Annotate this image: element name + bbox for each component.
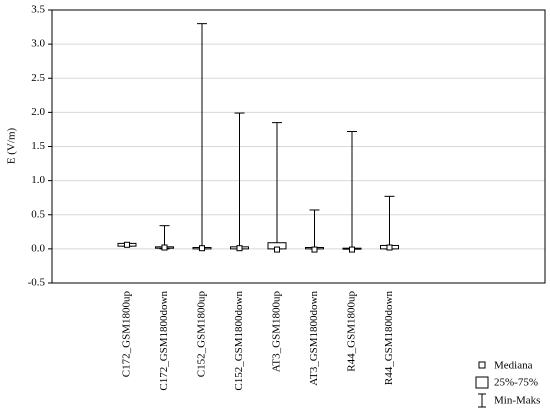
y-tick-label: 0.5 (31, 208, 45, 220)
legend-label: Mediana (494, 360, 533, 372)
x-tick-label: C172_GSM1800up (121, 291, 133, 378)
y-tick-label: 3.0 (31, 38, 45, 50)
x-tick-label: R44_GSM1800up (346, 291, 358, 372)
y-axis-label: E (V/m) (6, 127, 18, 164)
legend-median-icon (478, 361, 486, 369)
x-tick-label: AT3_GSM1800up (271, 291, 283, 373)
y-tick-label: 1.0 (31, 174, 45, 186)
x-tick-label: C172_GSM1800down (158, 291, 170, 391)
y-tick-label: 2.5 (31, 72, 45, 84)
y-tick-label: 0.0 (31, 242, 45, 254)
median-marker (161, 244, 168, 251)
median-marker (311, 246, 318, 253)
plot-frame (51, 9, 546, 284)
median-marker (386, 244, 393, 251)
median-marker (124, 241, 130, 248)
x-tick-label: R44_GSM1800down (383, 291, 395, 386)
legend-box-icon (475, 376, 489, 389)
median-marker (349, 246, 355, 253)
x-tick-label: C152_GSM1800up (196, 291, 208, 378)
y-tick-label: 2.0 (31, 106, 45, 118)
median-marker (274, 246, 280, 253)
y-tick-label: 1.5 (31, 140, 45, 152)
x-tick-label: AT3_GSM1800down (308, 291, 320, 386)
legend-label: Min-Maks (494, 395, 540, 407)
median-marker (236, 245, 243, 252)
y-tick-label: -0.5 (28, 277, 46, 289)
x-tick-label: C152_GSM1800down (233, 291, 245, 391)
legend-label: 25%-75% (494, 377, 538, 389)
y-tick-label: 3.5 (31, 4, 45, 16)
median-marker (199, 245, 205, 252)
